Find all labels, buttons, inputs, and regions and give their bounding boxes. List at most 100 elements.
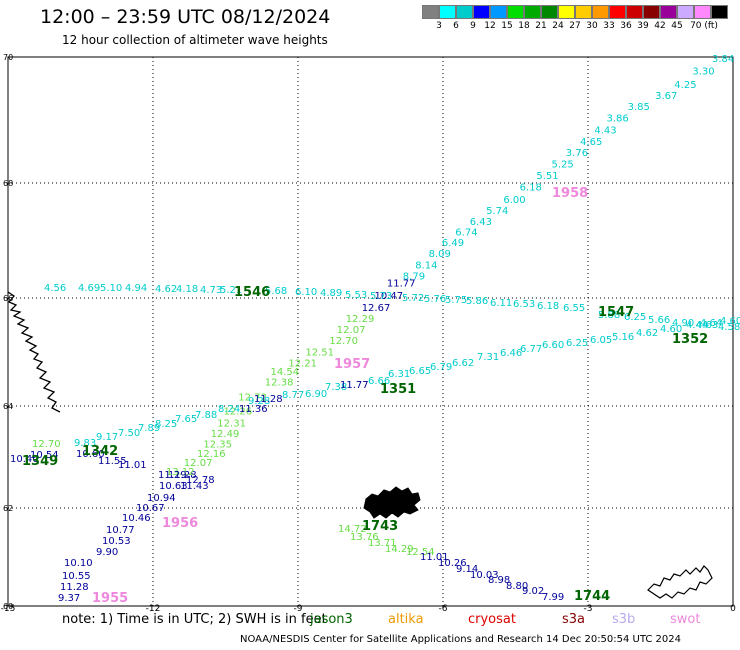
track-value-label: 3.86	[607, 113, 629, 124]
track-value-label: 11.29	[158, 470, 187, 481]
track-value-label: 6.66	[368, 376, 390, 387]
lat-tick-label: 70	[3, 53, 13, 62]
track-value-label: 4.58	[718, 322, 740, 333]
legend-swatch	[660, 5, 677, 19]
track-value-labels: 9.3711.2810.5510.109.9010.5310.7710.4610…	[10, 54, 740, 604]
legend-swatch	[422, 5, 439, 19]
track-value-label: 4.65	[580, 137, 602, 148]
track-value-label: 7.99	[542, 592, 564, 603]
faroe-islands	[363, 486, 421, 519]
track-value-label: 4.63	[696, 320, 718, 331]
legend-swatch	[626, 5, 643, 19]
track-value-label: 12.07	[337, 325, 366, 336]
legend-label: 70 (ft)	[690, 21, 718, 31]
lat-tick-label: 66	[3, 294, 13, 303]
legend-label: 24	[552, 21, 564, 31]
track-value-label: 13.71	[368, 538, 397, 549]
track-value-label: 6.49	[442, 238, 464, 249]
track-value-label: 4.90	[672, 318, 694, 329]
track-value-label: 4.18	[176, 284, 198, 295]
track-value-label: 6.79	[430, 362, 452, 373]
track-value-label: 13.12	[166, 467, 195, 478]
track-value-label: 4.25	[674, 80, 696, 91]
track-value-label: 6.77	[520, 344, 542, 355]
track-value-label: 5.66	[648, 315, 670, 326]
legend-label: 27	[569, 21, 581, 31]
track-value-label: 12.67	[362, 303, 391, 314]
track-value-label: 4.73	[200, 285, 222, 296]
legend-label: 12	[484, 21, 496, 31]
lon-tick-label: -3	[584, 604, 593, 614]
track-value-label: 5.75	[445, 295, 467, 306]
legend-swatch	[592, 5, 609, 19]
track-value-label: 9.17	[96, 432, 118, 443]
footer-note: note: 1) Time is in UTC; 2) SWH is in fe…	[62, 612, 327, 627]
track-value-label: 7.38	[325, 382, 347, 393]
color-legend: 3 6 9 12 15 18 21 24 27 30 33 36 39 42 45 70 (ft)	[422, 5, 728, 33]
track-value-label: 6.60	[542, 340, 564, 351]
track-value-label: 6.00	[503, 195, 525, 206]
track-value-label: 13.76	[350, 532, 379, 543]
track-value-label: 4.62	[636, 328, 658, 339]
legend-label: 42	[654, 21, 666, 31]
track-value-label: 10.10	[64, 558, 93, 569]
legend-swatch	[541, 5, 558, 19]
track-value-label: 6.25	[566, 338, 588, 349]
legend-swatches	[422, 5, 728, 19]
track-value-label: 9.90	[96, 547, 118, 558]
satellite-name-altika: altika	[388, 612, 424, 627]
track-value-label: 4.69	[78, 283, 100, 294]
track-value-label: 12.26	[224, 407, 253, 418]
track-value-label: 3.85	[628, 102, 650, 113]
track-value-label: 5.53	[345, 290, 367, 301]
time-label-1547: 1547	[598, 305, 634, 320]
time-label-1957: 1957	[334, 357, 370, 372]
legend-swatch	[507, 5, 524, 19]
legend-label: 21	[535, 21, 547, 31]
time-label-1352: 1352	[672, 332, 708, 347]
track-value-label: 12.70	[329, 336, 358, 347]
track-value-label: 11.43	[180, 481, 209, 492]
track-value-label: 3.67	[655, 91, 677, 102]
track-value-label: 3.84	[712, 54, 734, 65]
track-value-label: 6.18	[537, 301, 559, 312]
track-value-label: 9.14	[456, 564, 478, 575]
track-value-label: 6.90	[305, 389, 327, 400]
time-label-1342: 1342	[82, 444, 118, 459]
norway-coast	[647, 565, 713, 599]
legend-swatch	[609, 5, 626, 19]
track-value-label: 4.44	[686, 320, 708, 331]
legend-label: 36	[620, 21, 632, 31]
track-value-label: 11.01	[118, 460, 147, 471]
axis-tick-labels: 70 68 66 64 62 60-15 -12 -9 -6 -3 0	[1, 53, 736, 614]
track-value-label: 11.36	[239, 404, 268, 415]
track-value-label: 10.40	[10, 454, 39, 465]
track-value-label: 8.09	[429, 249, 451, 260]
track-value-label: 12.21	[288, 359, 317, 370]
track-value-label: 5.88	[598, 310, 620, 321]
track-value-label: 4.94	[125, 283, 147, 294]
lat-tick-label: 62	[3, 504, 13, 513]
track-value-label: 5.86	[466, 296, 488, 307]
legend-label: 15	[501, 21, 513, 31]
page-title: 12:00 – 23:59 UTC 08/12/2024	[40, 6, 331, 28]
time-label-1546: 1546	[234, 285, 270, 300]
track-value-label: 6.31	[388, 369, 410, 380]
track-value-label: 9.83	[74, 438, 96, 449]
lon-tick-label: 0	[730, 604, 736, 614]
legend-swatch	[558, 5, 575, 19]
track-value-label: 11.01	[420, 552, 449, 563]
track-value-label: 3.76	[566, 148, 588, 159]
track-value-label: 6.53	[513, 299, 535, 310]
track-value-label: 4.60	[660, 324, 682, 335]
track-value-label: 10.46	[122, 513, 151, 524]
track-value-label: 8.14	[415, 261, 437, 272]
time-label-1351: 1351	[380, 382, 416, 397]
lon-tick-label: -9	[294, 604, 303, 614]
track-value-label: 11.77	[340, 380, 369, 391]
track-value-label: 6.11	[490, 298, 512, 309]
track-value-label: 10.47	[375, 291, 404, 302]
track-value-label: 8.77	[282, 390, 304, 401]
lat-tick-label: 68	[3, 179, 13, 188]
